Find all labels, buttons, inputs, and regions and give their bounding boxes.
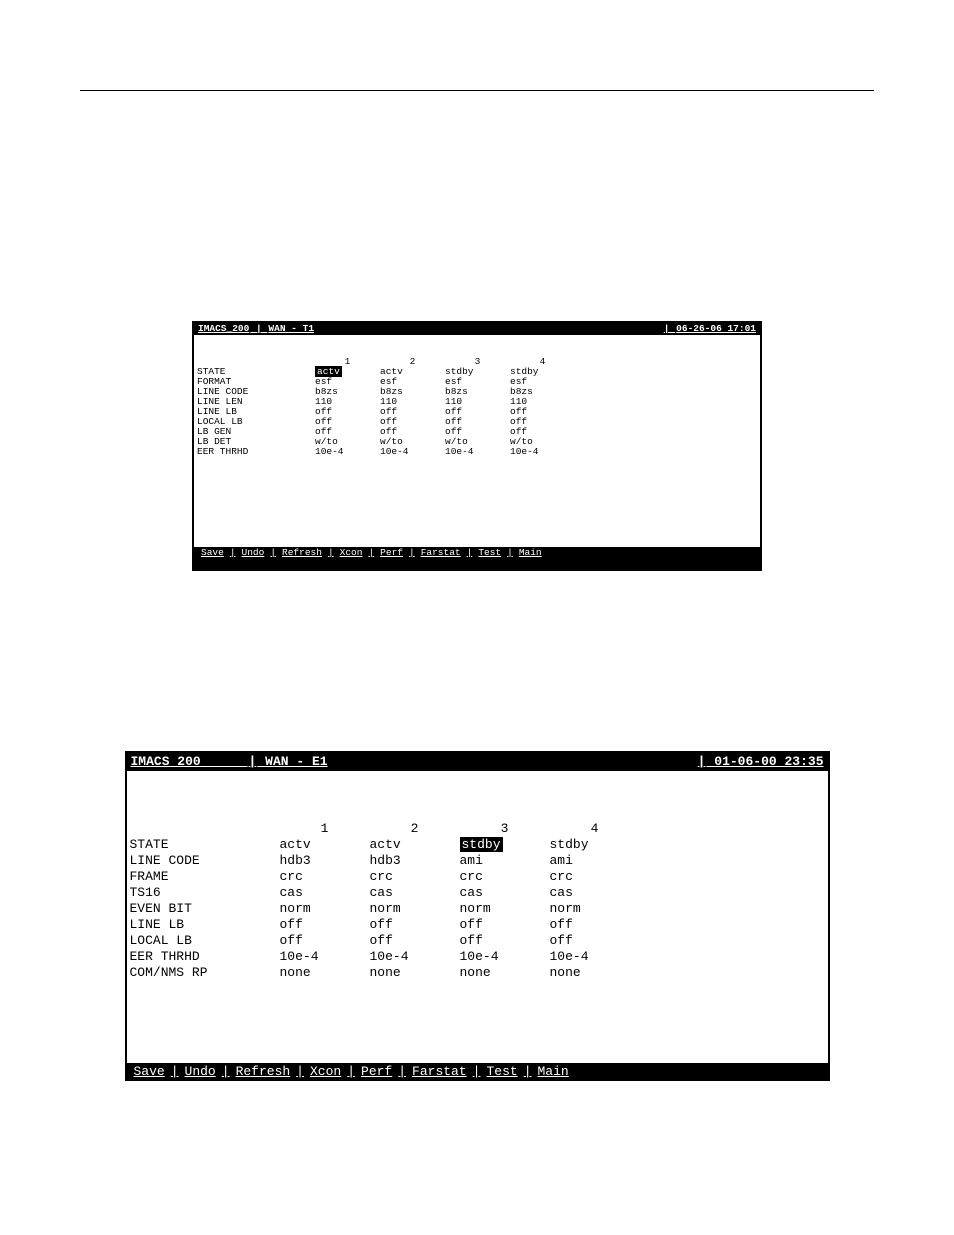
- menu-save[interactable]: Save: [131, 1064, 168, 1080]
- param-label: LINE LB: [130, 917, 280, 933]
- param-value[interactable]: cas: [280, 885, 370, 901]
- title-left: IMACS_200 | WAN - T1: [198, 324, 314, 334]
- param-value[interactable]: crc: [370, 869, 460, 885]
- param-value[interactable]: crc: [280, 869, 370, 885]
- t1-table: 1 2 3 4 STATEactvactvstdbystdbyFORMATesf…: [197, 357, 575, 457]
- param-value[interactable]: cas: [370, 885, 460, 901]
- table-row: FRAMEcrccrccrccrc: [130, 869, 640, 885]
- terminal-t1: IMACS_200 | WAN - T1 | 06-26-06 17:01 1 …: [192, 321, 762, 571]
- param-label: TS16: [130, 885, 280, 901]
- param-value[interactable]: off: [460, 917, 550, 933]
- selected-value[interactable]: stdby: [460, 837, 503, 852]
- terminal-e1: IMACS 200 | WAN - E1 | 01-06-00 23:35 1 …: [125, 751, 830, 1081]
- param-value[interactable]: hdb3: [280, 853, 370, 869]
- terminal-t1-body: 1 2 3 4 STATEactvactvstdbystdbyFORMATesf…: [194, 335, 760, 547]
- param-value[interactable]: 10e-4: [510, 447, 575, 457]
- terminal-e1-body: 1 2 3 4 STATEactvactvstdbystdbyLINE CODE…: [127, 771, 828, 1063]
- table-row: EER THRHD10e-410e-410e-410e-4: [197, 447, 575, 457]
- menu-refresh[interactable]: Refresh: [279, 548, 325, 558]
- param-value[interactable]: stdby: [550, 837, 640, 853]
- menu-farstat[interactable]: Farstat: [418, 548, 464, 558]
- param-value[interactable]: norm: [550, 901, 640, 917]
- menu-refresh[interactable]: Refresh: [233, 1064, 294, 1080]
- param-value[interactable]: 10e-4: [315, 447, 380, 457]
- param-value[interactable]: stdby: [460, 837, 550, 853]
- param-label: EER THRHD: [197, 447, 315, 457]
- titlebar-t1: IMACS_200 | WAN - T1 | 06-26-06 17:01: [194, 323, 760, 335]
- menu-undo[interactable]: Undo: [239, 548, 268, 558]
- param-value[interactable]: 10e-4: [280, 949, 370, 965]
- col-header: 1: [280, 821, 370, 837]
- param-value[interactable]: 10e-4: [460, 949, 550, 965]
- param-label: EVEN BIT: [130, 901, 280, 917]
- param-value[interactable]: crc: [460, 869, 550, 885]
- menu-xcon[interactable]: Xcon: [337, 548, 366, 558]
- param-value[interactable]: norm: [460, 901, 550, 917]
- param-value[interactable]: off: [280, 933, 370, 949]
- param-value[interactable]: actv: [370, 837, 460, 853]
- title-left: IMACS 200 | WAN - E1: [131, 754, 328, 770]
- param-value[interactable]: none: [550, 965, 640, 981]
- param-value[interactable]: crc: [550, 869, 640, 885]
- param-value[interactable]: off: [460, 933, 550, 949]
- menu-perf[interactable]: Perf: [377, 548, 406, 558]
- param-value[interactable]: off: [550, 917, 640, 933]
- col-header: 4: [550, 821, 640, 837]
- table-row: LOCAL LBoffoffoffoff: [130, 933, 640, 949]
- table-row: EVEN BITnormnormnormnorm: [130, 901, 640, 917]
- menu-perf[interactable]: Perf: [358, 1064, 395, 1080]
- param-value[interactable]: hdb3: [370, 853, 460, 869]
- param-value[interactable]: 10e-4: [445, 447, 510, 457]
- col-header: 2: [370, 821, 460, 837]
- param-label: FRAME: [130, 869, 280, 885]
- table-row: COM/NMS RPnonenonenonenone: [130, 965, 640, 981]
- param-value[interactable]: off: [370, 933, 460, 949]
- param-label: LOCAL LB: [130, 933, 280, 949]
- param-label: COM/NMS RP: [130, 965, 280, 981]
- title-right: | 06-26-06 17:01: [663, 324, 756, 334]
- table-row: STATEactvactvstdbystdby: [130, 837, 640, 853]
- col-header: 3: [460, 821, 550, 837]
- param-label: STATE: [130, 837, 280, 853]
- param-value[interactable]: norm: [280, 901, 370, 917]
- titlebar-e1: IMACS 200 | WAN - E1 | 01-06-00 23:35: [127, 753, 828, 771]
- header-divider: [80, 90, 874, 91]
- page: IMACS_200 | WAN - T1 | 06-26-06 17:01 1 …: [0, 0, 954, 1235]
- param-value[interactable]: ami: [460, 853, 550, 869]
- param-value[interactable]: 10e-4: [550, 949, 640, 965]
- param-value[interactable]: off: [280, 917, 370, 933]
- param-label: EER THRHD: [130, 949, 280, 965]
- table-row: EER THRHD10e-410e-410e-410e-4: [130, 949, 640, 965]
- menu-xcon[interactable]: Xcon: [307, 1064, 344, 1080]
- param-value[interactable]: 10e-4: [380, 447, 445, 457]
- table-row: LINE CODEhdb3hdb3amiami: [130, 853, 640, 869]
- title-right: | 01-06-00 23:35: [697, 754, 824, 770]
- menu-save[interactable]: Save: [198, 548, 227, 558]
- menu-main[interactable]: Main: [535, 1064, 572, 1080]
- table-row: TS16cascascascas: [130, 885, 640, 901]
- param-value[interactable]: cas: [460, 885, 550, 901]
- param-value[interactable]: cas: [550, 885, 640, 901]
- param-value[interactable]: none: [460, 965, 550, 981]
- param-label: LINE CODE: [130, 853, 280, 869]
- e1-header-row: 1 2 3 4: [130, 821, 640, 837]
- param-value[interactable]: actv: [280, 837, 370, 853]
- menu-undo[interactable]: Undo: [182, 1064, 219, 1080]
- menubar-t1: Save| Undo| Refresh| Xcon| Perf| Farstat…: [194, 547, 760, 559]
- menu-test[interactable]: Test: [475, 548, 504, 558]
- e1-table: 1 2 3 4 STATEactvactvstdbystdbyLINE CODE…: [130, 805, 640, 981]
- menubar-e1: Save| Undo| Refresh| Xcon| Perf| Farstat…: [127, 1063, 828, 1081]
- param-value[interactable]: norm: [370, 901, 460, 917]
- param-value[interactable]: none: [280, 965, 370, 981]
- menu-farstat[interactable]: Farstat: [409, 1064, 470, 1080]
- menu-main[interactable]: Main: [516, 548, 545, 558]
- param-value[interactable]: ami: [550, 853, 640, 869]
- table-row: LINE LBoffoffoffoff: [130, 917, 640, 933]
- param-value[interactable]: 10e-4: [370, 949, 460, 965]
- param-value[interactable]: off: [550, 933, 640, 949]
- menu-test[interactable]: Test: [483, 1064, 520, 1080]
- param-value[interactable]: off: [370, 917, 460, 933]
- param-value[interactable]: none: [370, 965, 460, 981]
